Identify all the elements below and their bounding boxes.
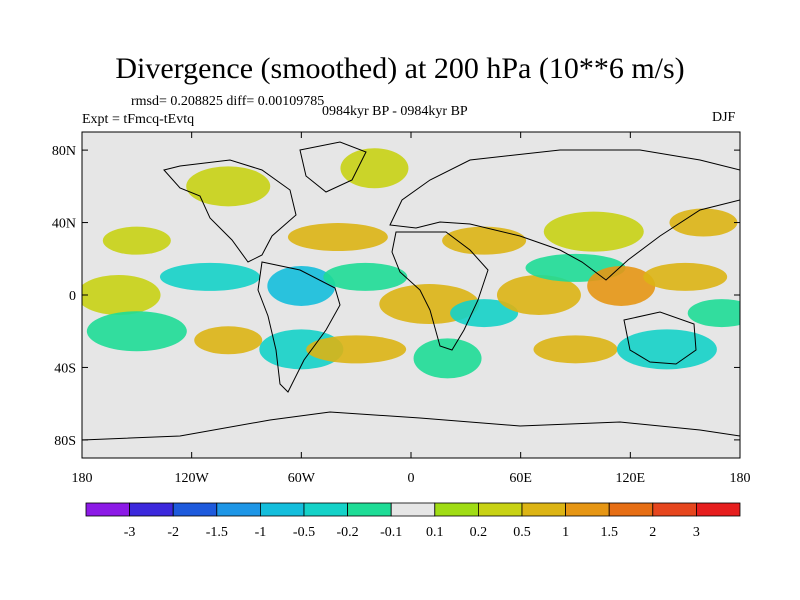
lon-tick-label: 120W xyxy=(175,471,210,486)
anomaly-cell xyxy=(413,338,482,379)
colorbar-label: -0.2 xyxy=(337,525,359,540)
colorbar-label: -2 xyxy=(167,525,179,540)
stats-text: rmsd= 0.208825 diff= 0.00109785 xyxy=(131,94,325,109)
colorbar-swatch xyxy=(608,502,654,517)
coastline-south-america xyxy=(257,261,341,393)
colorbar-swatch xyxy=(259,502,305,517)
lon-tick-label: 0 xyxy=(408,471,415,486)
anomaly-cell xyxy=(306,335,407,364)
coastline-greenland xyxy=(299,141,367,193)
map-title: Divergence (smoothed) at 200 hPa (10**6 … xyxy=(115,52,685,85)
colorbar-label: -1 xyxy=(255,525,267,540)
lat-tick-label: 40S xyxy=(54,361,76,376)
anomaly-cell xyxy=(287,223,388,252)
colorbar-swatch xyxy=(303,502,348,517)
colorbar-label: 0.1 xyxy=(426,525,444,540)
coastline-eurasia xyxy=(389,149,740,281)
anomaly-cell xyxy=(643,262,728,291)
lon-tick-label: 60W xyxy=(288,471,316,486)
anomaly-cell xyxy=(587,265,656,306)
lat-tick-label: 80S xyxy=(54,434,76,449)
anomaly-cell xyxy=(186,166,271,207)
colorbar-swatch xyxy=(696,502,741,517)
anomaly-cell xyxy=(687,299,740,328)
colorbar-swatch xyxy=(434,502,479,517)
coastline-africa xyxy=(391,231,489,351)
experiment-label: Expt = tFmcq-tEvtq xyxy=(82,112,195,127)
anomaly-cell xyxy=(669,208,738,237)
colorbar-label: 0.2 xyxy=(470,525,488,540)
coastline-north-america xyxy=(163,159,297,263)
coastlines xyxy=(82,141,740,441)
anomaly-cell xyxy=(616,329,717,370)
coastline-antarctica xyxy=(82,411,740,441)
anomaly-cell xyxy=(86,311,187,352)
anomaly-cell xyxy=(82,275,161,315)
colorbar-label: 0.5 xyxy=(513,525,531,540)
lat-tick-label: 0 xyxy=(69,289,76,304)
colorbar-label: 1.5 xyxy=(600,525,618,540)
lat-tick-label: 40N xyxy=(52,217,76,232)
anomaly-cell xyxy=(159,262,260,291)
lon-tick-label: 60E xyxy=(509,471,532,486)
colorbar-swatch xyxy=(85,502,130,517)
colorbar-swatch xyxy=(216,502,261,517)
colorbar-label: 2 xyxy=(649,525,656,540)
colorbar-swatch xyxy=(172,502,218,517)
anomaly-cell xyxy=(496,275,581,315)
anomaly-cell xyxy=(102,226,171,255)
colorbar: -3 -2 -1.5 -1 -0.5 -0.2 -0.1 0.1 0.2 0.5 1 1.5 2 3 xyxy=(85,502,741,540)
colorbar-label: -0.5 xyxy=(293,525,315,540)
axis-ticks: 80N 40N 0 40S 80S 180 120W 60W 0 60E 120E 180 xyxy=(52,132,751,486)
colorbar-swatch xyxy=(347,502,392,517)
colorbar-swatch xyxy=(390,502,436,517)
colorbar-label: 3 xyxy=(693,525,700,540)
colorbar-label: -0.1 xyxy=(380,525,402,540)
anomaly-cell xyxy=(323,262,408,291)
anomaly-cell xyxy=(533,335,618,364)
period-label: 0984kyr BP - 0984kyr BP xyxy=(322,104,468,119)
anomaly-cell xyxy=(543,211,644,252)
coastline-australia xyxy=(623,311,697,365)
lon-tick-label: 180 xyxy=(72,471,93,486)
season-label: DJF xyxy=(712,110,736,125)
colorbar-swatch xyxy=(652,502,697,517)
anomaly-cell xyxy=(267,265,336,306)
anomaly-cell xyxy=(450,299,519,328)
colorbar-swatch xyxy=(477,502,523,517)
lon-tick-label: 180 xyxy=(730,471,751,486)
anomaly-cell xyxy=(340,148,409,189)
anomaly-field xyxy=(82,148,740,379)
colorbar-label: -1.5 xyxy=(206,525,228,540)
lon-tick-label: 120E xyxy=(616,471,646,486)
colorbar-label: 1 xyxy=(562,525,569,540)
lat-tick-label: 80N xyxy=(52,144,76,159)
anomaly-cell xyxy=(194,326,263,355)
colorbar-swatch xyxy=(521,502,566,517)
anomaly-cell xyxy=(442,226,527,255)
colorbar-label: -3 xyxy=(124,525,136,540)
colorbar-swatch xyxy=(565,502,610,517)
colorbar-swatch xyxy=(129,502,174,517)
